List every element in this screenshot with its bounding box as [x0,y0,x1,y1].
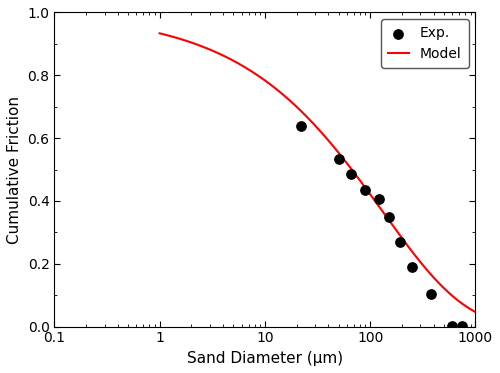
Exp. [458,323,466,329]
Model [328,141,334,145]
X-axis label: Sand Diameter (μm): Sand Diameter (μm) [187,351,343,366]
Model [156,31,162,35]
Model [344,162,350,166]
Y-axis label: Cumulative Friction: Cumulative Friction [7,95,22,244]
Exp. [448,323,456,329]
Exp. [384,214,392,220]
Exp. [428,291,436,297]
Exp. [297,123,305,129]
Exp. [362,187,370,193]
Model [472,310,478,314]
Model [306,117,312,122]
Model [416,258,422,262]
Exp. [334,156,342,162]
Model [465,305,471,310]
Line: Model: Model [160,33,475,312]
Exp. [408,264,416,270]
Exp. [346,171,354,177]
Exp. [396,239,404,245]
Exp. [374,197,382,203]
Legend: Exp., Model: Exp., Model [381,19,468,68]
Model [308,119,314,124]
